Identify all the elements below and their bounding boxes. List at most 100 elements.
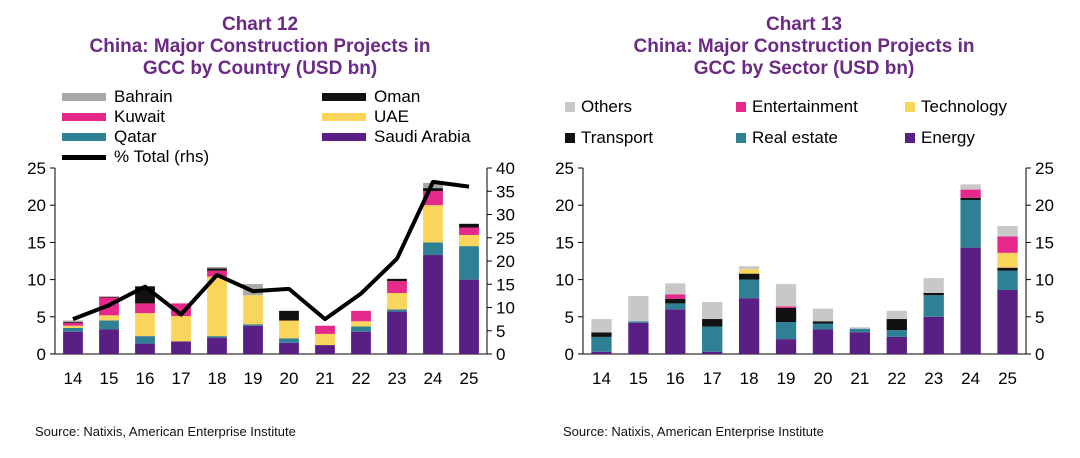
legend-label-technology: Technology	[921, 97, 1008, 116]
chart12-bar-uae-19	[243, 295, 263, 325]
chart12-bar-kuwait-14	[63, 322, 83, 326]
chart12-ytick-label: 25	[27, 159, 46, 178]
chart12-ytick-label: 15	[27, 233, 46, 252]
chart13-y2tick-label: 15	[1035, 233, 1054, 252]
chart12-xtick-label: 17	[172, 369, 191, 388]
chart13-bar-transport-22	[886, 319, 907, 331]
chart13-bar-real-estate-18	[738, 279, 760, 299]
chart12-bar-uae-25	[459, 234, 479, 247]
legend-swatch-qatar	[62, 133, 106, 141]
chart13-xtick-label: 15	[629, 369, 648, 388]
legend-swatch-entertainment	[736, 102, 746, 112]
legend-label-oman: Oman	[374, 87, 421, 106]
chart13-bar-transport-23	[923, 292, 944, 296]
chart13-xtick-label: 18	[740, 369, 759, 388]
chart13-xtick-label: 25	[998, 369, 1017, 388]
chart13-bar-transport-24	[960, 197, 981, 200]
chart12-title-line-1: Chart 12	[221, 14, 299, 35]
chart13-bar-others-20	[812, 308, 834, 322]
chart13-bar-entertainment-25	[997, 236, 1018, 253]
chart13-bar-others-16	[665, 283, 686, 295]
chart13-xtick-label: 23	[924, 369, 943, 388]
chart12-bar-kuwait-25	[459, 227, 479, 235]
chart13-ytick-label: 0	[565, 345, 574, 364]
chart13-title: Chart 13 China: Major Construction Proje…	[604, 14, 1004, 80]
chart12-bar-qatar-18	[207, 336, 227, 338]
chart13-source: Source: Natixis, American Enterprise Ins…	[563, 424, 824, 439]
chart12-bar-uae-14	[63, 325, 83, 328]
chart13-bar-real-estate-25	[997, 270, 1018, 291]
chart13-xtick-label: 16	[666, 369, 685, 388]
chart12-xtick-label: 20	[280, 369, 299, 388]
chart12-xtick-label: 23	[388, 369, 407, 388]
chart13-bar-others-24	[960, 184, 981, 190]
chart13-bar-real-estate-20	[812, 323, 834, 330]
chart13-bar-transport-18	[738, 273, 760, 280]
chart12-bar-bahrain-14	[63, 320, 83, 323]
legend-swatch-real-estate	[736, 133, 746, 143]
legend-swatch-others	[565, 102, 575, 112]
chart13-bar-real-estate-16	[665, 303, 686, 310]
legend-swatch-saudi-arabia	[322, 133, 366, 141]
chart12-ytick-label: 10	[27, 271, 46, 290]
chart13-bar-transport-25	[997, 267, 1018, 271]
legend-label-uae: UAE	[374, 107, 409, 126]
chart12-bar-saudi-arabia-23	[387, 311, 407, 354]
chart13-bar-transport-20	[812, 321, 834, 324]
chart12-bar-uae-22	[351, 321, 371, 327]
chart12-bar-uae-21	[315, 333, 335, 346]
legend-label-saudi-arabia: Saudi Arabia	[374, 127, 471, 146]
chart12-ytick-label: 0	[37, 345, 46, 364]
chart13-ytick-label: 15	[555, 233, 574, 252]
legend-swatch-transport	[565, 133, 575, 143]
chart12-bar-qatar-14	[63, 327, 83, 332]
chart13-title-line-2: China: Major Construction Projects in	[633, 36, 975, 57]
chart13-bar-energy-15	[628, 322, 649, 354]
legend-swatch-bahrain	[62, 93, 106, 101]
chart13-bar-real-estate-14	[591, 336, 612, 352]
chart13-bar-real-estate-15	[628, 321, 649, 323]
legend-label-others: Others	[581, 97, 633, 116]
chart13-bar-energy-19	[775, 339, 797, 354]
chart13-bar-transport-19	[775, 307, 797, 323]
chart13-bar-transport-14	[591, 332, 612, 337]
chart13-ytick-label: 25	[555, 159, 574, 178]
chart13-bar-entertainment-19	[775, 306, 797, 308]
legend-label-bahrain: Bahrain	[114, 87, 173, 106]
chart13-bar-energy-14	[591, 351, 612, 354]
chart13-bar-others-17	[702, 301, 723, 320]
chart13-y2tick-label: 10	[1035, 271, 1054, 290]
chart13-xtick-label: 14	[592, 369, 611, 388]
chart12-bar-qatar-20	[279, 338, 299, 343]
chart13-ytick-label: 10	[555, 271, 574, 290]
legend-label-real-estate: Real estate	[752, 128, 838, 147]
chart12-bar-kuwait-23	[387, 281, 407, 293]
chart13-title-line-1: Chart 13	[765, 14, 843, 35]
chart13-bar-entertainment-24	[960, 189, 981, 198]
legend-label-total-rhs: % Total (rhs)	[114, 147, 210, 166]
chart12-bar-bahrain-18	[207, 266, 227, 269]
chart13-bar-others-22	[886, 310, 907, 320]
chart12-xtick-label: 25	[460, 369, 479, 388]
chart13-bar-real-estate-21	[849, 328, 871, 333]
chart12-title-line-2: China: Major Construction Projects in	[89, 36, 431, 57]
chart13-bar-transport-17	[702, 319, 723, 327]
legend-label-transport: Transport	[581, 128, 654, 147]
chart13-bar-energy-24	[960, 247, 981, 354]
chart12-xtick-label: 22	[352, 369, 371, 388]
legend-swatch-total-rhs	[62, 155, 106, 160]
chart12-xtick-label: 18	[208, 369, 227, 388]
chart12-bar-uae-24	[423, 205, 443, 243]
chart13-y2tick-label: 25	[1035, 159, 1054, 178]
chart12-bar-saudi-arabia-14	[63, 331, 83, 354]
chart12-y2tick-label: 40	[496, 159, 515, 178]
chart12-bar-kuwait-22	[351, 310, 371, 322]
chart12-bar-oman-18	[207, 268, 227, 271]
chart13-bar-energy-21	[849, 332, 871, 354]
chart13-bar-others-25	[997, 226, 1018, 237]
chart12-bar-saudi-arabia-25	[459, 279, 479, 354]
chart13-bar-real-estate-22	[886, 330, 907, 337]
chart13-ytick-label: 20	[555, 196, 574, 215]
chart13-bar-others-14	[591, 319, 612, 333]
chart13-bar-real-estate-24	[960, 199, 981, 248]
